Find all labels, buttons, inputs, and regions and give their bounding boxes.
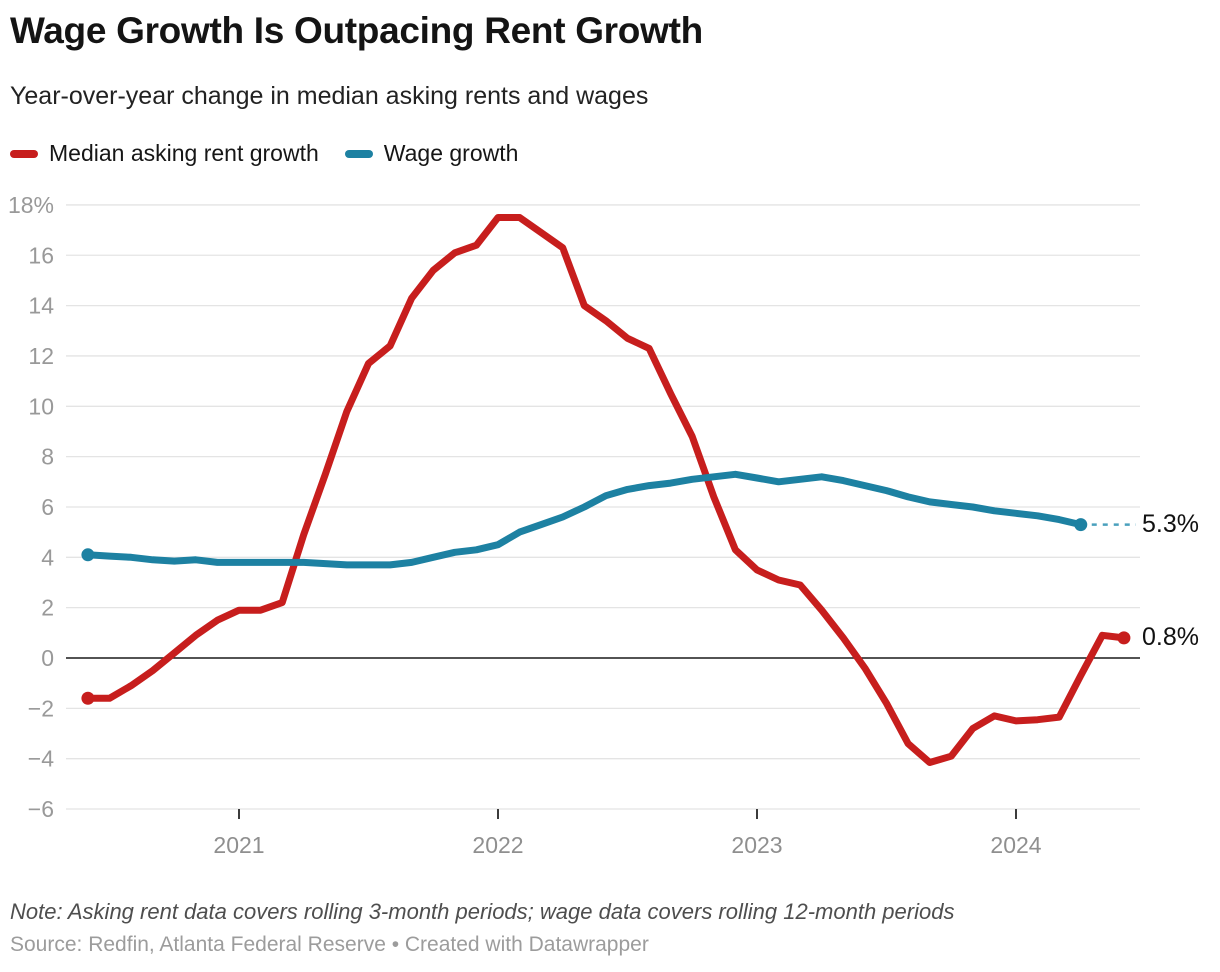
- wage-growth-line: [84, 470, 1085, 569]
- y-axis-tick-label: 6: [41, 494, 54, 520]
- rent-legend-swatch-icon: [10, 149, 38, 158]
- y-axis-tick-label: −2: [28, 695, 54, 721]
- chart-subtitle: Year-over-year change in median asking r…: [10, 82, 649, 110]
- y-axis-tick-label: −6: [28, 796, 54, 822]
- y-axis-tick-label: 18%: [8, 192, 54, 218]
- y-axis-tick-label: 4: [41, 544, 54, 570]
- rent-legend-label: Median asking rent growth: [49, 140, 319, 166]
- rent-end-dot: [1117, 631, 1131, 645]
- rent-start-dot: [81, 691, 95, 705]
- y-axis-tick-label: 8: [41, 444, 54, 470]
- wage-start-dot: [81, 548, 95, 562]
- x-axis-year-label: 2023: [731, 832, 782, 858]
- wage-legend-swatch-icon: [344, 149, 373, 158]
- chart-note: Note: Asking rent data covers rolling 3-…: [10, 899, 955, 924]
- x-axis-year-label: 2024: [990, 832, 1041, 858]
- y-axis-tick-label: 14: [28, 293, 54, 319]
- legend-item-rent: Median asking rent growth: [10, 140, 319, 167]
- y-axis-tick-label: 10: [28, 393, 54, 419]
- wage-legend-label: Wage growth: [383, 140, 519, 166]
- x-axis-year-label: 2022: [472, 832, 523, 858]
- y-axis-tick-label: 12: [28, 343, 54, 369]
- y-axis-tick-label: 0: [41, 645, 54, 671]
- legend-item-wage: Wage growth: [344, 140, 519, 167]
- y-axis-tick-label: 2: [41, 595, 54, 621]
- rent-end-value-label: 0.8%: [1142, 623, 1199, 652]
- y-axis-tick-label: −4: [28, 746, 54, 772]
- chart-source: Source: Redfin, Atlanta Federal Reserve …: [10, 933, 649, 956]
- wage-end-value-label: 5.3%: [1142, 510, 1199, 539]
- rent-growth-line: [84, 214, 1128, 766]
- line-chart: 18% 16 14 12 10 8 6 4 2 0 −2 −4 −6 2021 2022 2023 2024: [8, 192, 1140, 858]
- y-axis-tick-label: 16: [28, 242, 54, 268]
- page-title: Wage Growth Is Outpacing Rent Growth: [10, 10, 703, 51]
- wage-end-dot: [1074, 518, 1088, 532]
- x-axis-year-label: 2021: [213, 832, 264, 858]
- legend: Median asking rent growth Wage growth: [10, 140, 518, 167]
